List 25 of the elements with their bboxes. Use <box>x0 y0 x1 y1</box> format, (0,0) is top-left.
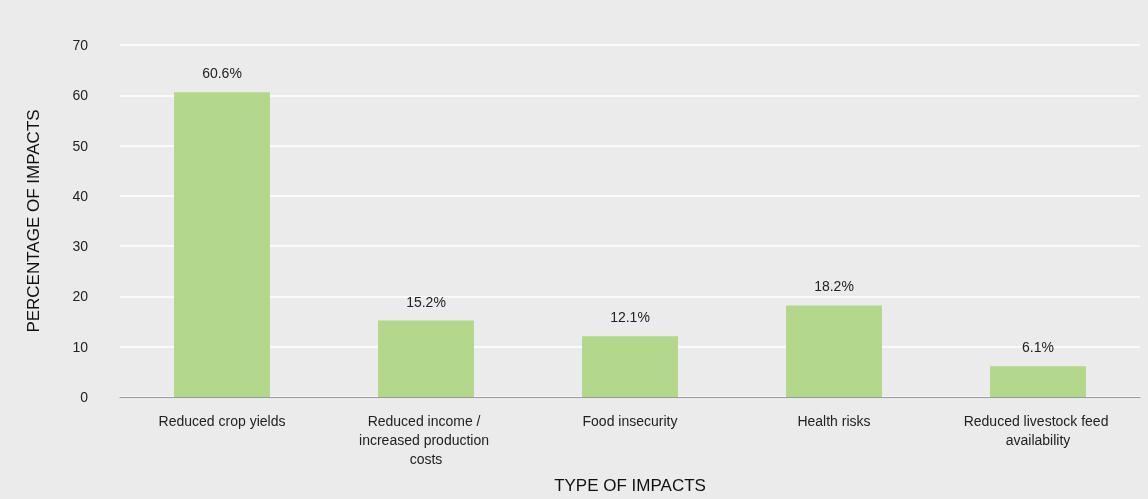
data-label: 6.1% <box>1022 339 1054 356</box>
x-tick-label: Reduced livestock feed availability <box>963 412 1113 448</box>
bar <box>378 320 474 397</box>
y-tick-label: 30 <box>72 238 89 255</box>
y-tick-label: 50 <box>72 137 89 154</box>
y-tick-label: 60 <box>72 87 89 104</box>
bar <box>786 305 882 397</box>
data-label: 60.6% <box>202 65 242 82</box>
y-tick-label: 40 <box>72 187 89 204</box>
y-axis-title: PERCENTAGE OF IMPACTS <box>24 109 43 333</box>
x-tick-label: Reduced crop yields <box>158 412 286 429</box>
y-tick-label: 20 <box>72 288 89 305</box>
y-tick-label: 0 <box>80 389 89 405</box>
bar <box>174 92 270 397</box>
bar <box>582 336 678 397</box>
data-label: 18.2% <box>814 278 854 295</box>
data-label: 12.1% <box>610 309 650 326</box>
x-tick-label: Health risks <box>797 412 871 429</box>
y-tick-label: 70 <box>72 37 89 53</box>
bar <box>990 366 1086 397</box>
x-axis-title: TYPE OF IMPACTS <box>554 476 706 495</box>
y-tick-label: 10 <box>72 338 89 355</box>
x-tick-label: Reduced income / increased production costs <box>359 412 493 467</box>
data-label: 15.2% <box>406 293 446 310</box>
x-tick-label: Food insecurity <box>582 412 678 429</box>
